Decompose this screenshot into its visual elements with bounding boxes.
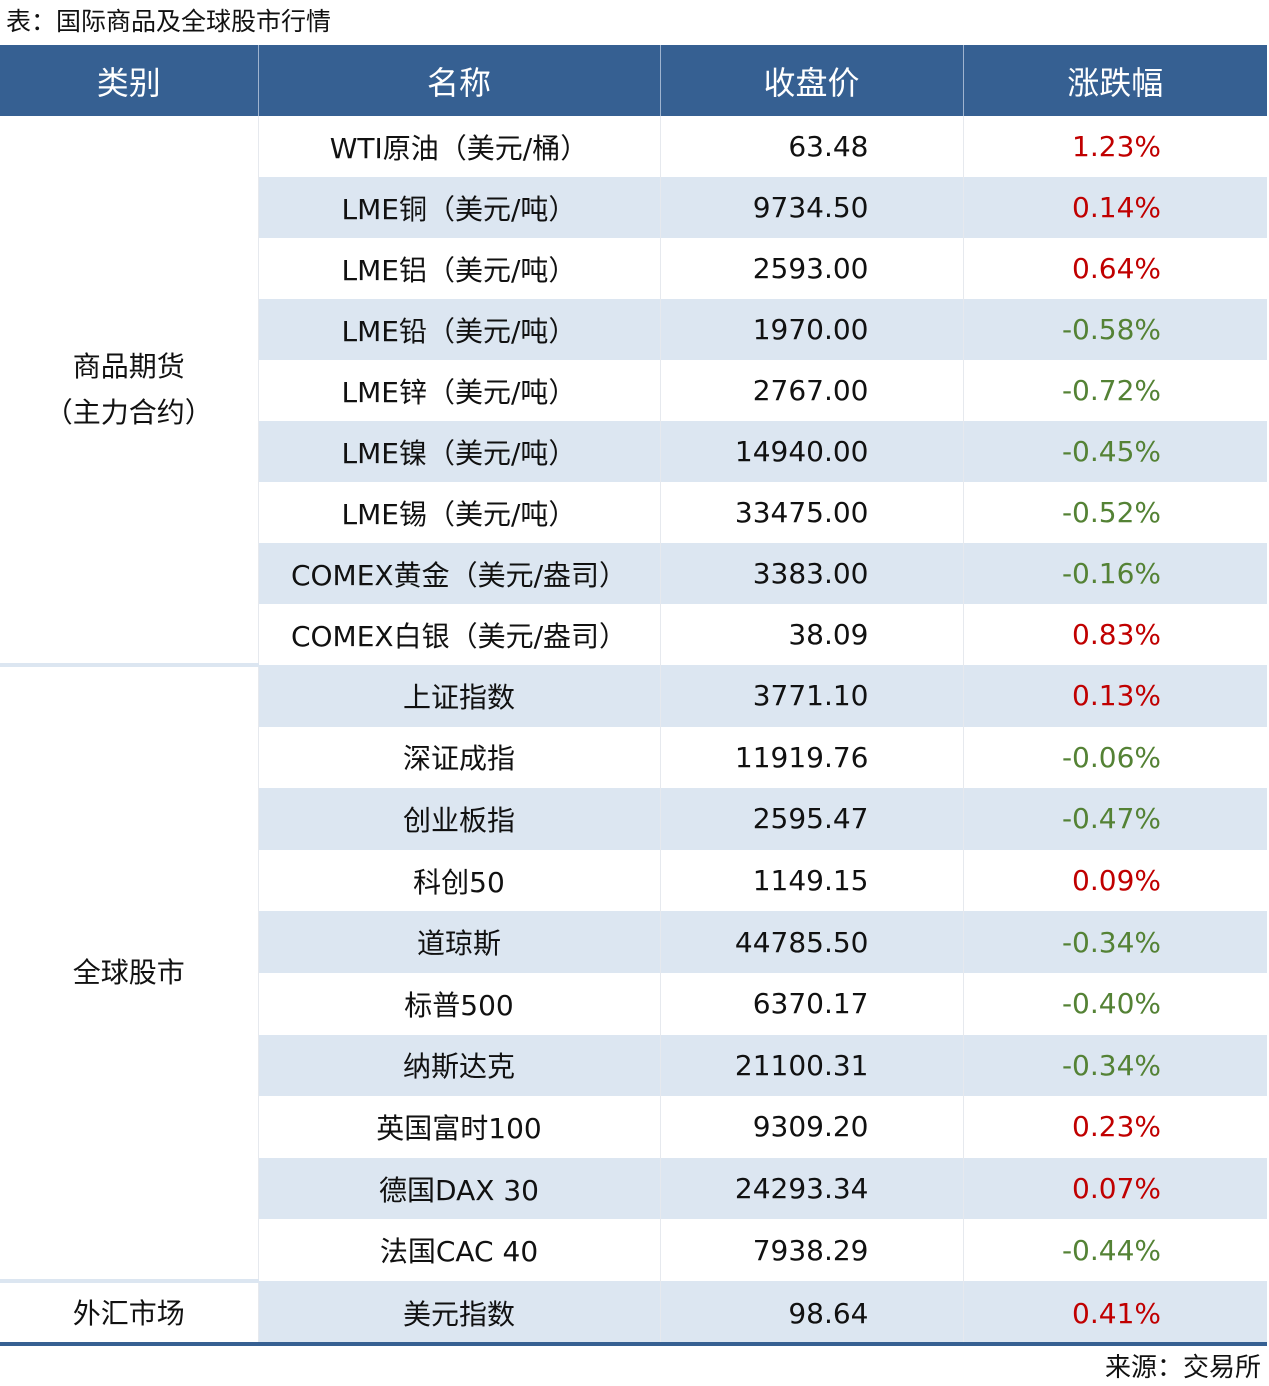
header-row: 类别 名称 收盘价 涨跌幅 — [0, 45, 1267, 116]
name-cell: 美元指数 — [258, 1280, 661, 1346]
close-price-cell: 33475.00 — [660, 482, 964, 543]
category-label: 外汇市场 — [72, 1297, 185, 1331]
name-cell: 标普500 — [258, 972, 661, 1035]
table-row: COMEX黄金（美元/盎司） 3383.00 -0.16% — [0, 543, 1267, 604]
source-note: 来源：交易所 — [1104, 1353, 1261, 1383]
table-row: 外汇市场 美元指数 98.64 0.41% — [0, 1278, 1267, 1346]
bottom-rule — [0, 1342, 1267, 1346]
change-cell: -0.06% — [1061, 740, 1161, 774]
name-cell: 科创50 — [258, 849, 661, 912]
table-row: LME镍（美元/吨） 14940.00 -0.45% — [0, 421, 1267, 482]
change-cell: -0.52% — [1061, 496, 1161, 529]
change-cell: -0.40% — [1061, 987, 1161, 1021]
header-category: 类别 — [0, 45, 259, 116]
change-cell: 0.13% — [963, 665, 1267, 727]
close-price-cell: 3383.00 — [660, 543, 964, 604]
change-cell: -0.58% — [963, 299, 1267, 360]
change-cell: 1.23% — [1072, 130, 1161, 163]
name-cell: LME锌（美元/吨） — [258, 360, 661, 421]
change-cell: -0.72% — [1061, 374, 1161, 407]
change-cell: -0.47% — [963, 788, 1267, 850]
name-cell: 道琼斯 — [258, 911, 661, 973]
name-cell: LME铝（美元/吨） — [258, 238, 661, 299]
header-change: 涨跌幅 — [963, 45, 1267, 116]
close-price-cell: 9309.20 — [660, 1096, 964, 1158]
name-cell: 纳斯达克 — [258, 1034, 661, 1097]
header-name: 名称 — [258, 45, 661, 116]
name-cell: LME锡（美元/吨） — [258, 482, 661, 543]
close-price-cell: 14940.00 — [660, 421, 964, 482]
change-cell: -0.45% — [963, 421, 1267, 482]
close-price-cell: 63.48 — [660, 116, 964, 177]
name-cell: 英国富时100 — [258, 1096, 661, 1158]
table-title: 表：国际商品及全球股市行情 — [6, 7, 332, 36]
category-label: 商品期货 — [72, 349, 185, 383]
name-cell: 创业板指 — [258, 788, 661, 850]
category-cell: 全球股市 — [0, 663, 259, 1281]
table-row: 科创50 1149.15 0.09% — [0, 849, 1267, 912]
close-price-cell: 9734.50 — [660, 177, 964, 238]
close-price-cell: 6370.17 — [660, 972, 964, 1035]
table-row: LME锡（美元/吨） 33475.00 -0.52% — [0, 482, 1267, 543]
category-label: （主力合约） — [44, 395, 213, 429]
close-price-cell: 2595.47 — [660, 788, 964, 850]
change-cell: -0.34% — [963, 911, 1267, 973]
header-close-price: 收盘价 — [660, 45, 964, 116]
name-cell: 德国DAX 30 — [258, 1157, 661, 1220]
table-row: COMEX白银（美元/盎司） 38.09 0.83% — [0, 604, 1267, 665]
table-row: 纳斯达克 21100.31 -0.34% — [0, 1034, 1267, 1097]
close-price-cell: 11919.76 — [660, 726, 964, 789]
table-row: 道琼斯 44785.50 -0.34% — [0, 911, 1267, 973]
close-price-cell: 2593.00 — [660, 238, 964, 299]
table-row: LME铅（美元/吨） 1970.00 -0.58% — [0, 299, 1267, 360]
close-price-cell: 7938.29 — [660, 1219, 964, 1281]
change-cell: 0.64% — [1072, 252, 1161, 285]
table-row: 商品期货 （主力合约） WTI原油（美元/桶） 63.48 1.23% — [0, 116, 1267, 665]
name-cell: WTI原油（美元/桶） — [258, 116, 661, 177]
category-cell: 外汇市场 — [0, 1278, 259, 1346]
close-price-cell: 24293.34 — [660, 1157, 964, 1220]
name-cell: 深证成指 — [258, 726, 661, 789]
change-cell: 0.83% — [1072, 618, 1161, 651]
table-row: LME锌（美元/吨） 2767.00 -0.72% — [0, 360, 1267, 421]
close-price-cell: 1970.00 — [660, 299, 964, 360]
table-row: 德国DAX 30 24293.34 0.07% — [0, 1157, 1267, 1220]
change-cell: 0.07% — [963, 1157, 1267, 1220]
change-cell: -0.34% — [963, 1034, 1267, 1097]
table-row: 法国CAC 40 7938.29 -0.44% — [0, 1219, 1267, 1281]
table-row: LME铜（美元/吨） 9734.50 0.14% — [0, 177, 1267, 238]
close-price-cell: 21100.31 — [660, 1034, 964, 1097]
table-row: 标普500 6370.17 -0.40% — [0, 972, 1267, 1035]
change-cell: 0.41% — [963, 1280, 1267, 1346]
name-cell: COMEX白银（美元/盎司） — [258, 604, 661, 665]
close-price-cell: 1149.15 — [660, 849, 964, 912]
table-row: 深证成指 11919.76 -0.06% — [0, 726, 1267, 789]
close-price-cell: 38.09 — [660, 604, 964, 665]
category-label: 全球股市 — [72, 955, 185, 989]
change-cell: -0.44% — [1061, 1233, 1161, 1267]
category-cell: 商品期货 （主力合约） — [0, 116, 259, 665]
close-price-cell: 3771.10 — [660, 665, 964, 727]
name-cell: LME铜（美元/吨） — [258, 177, 661, 238]
market-table: 类别 名称 收盘价 涨跌幅 商品期货 （主力合约） WTI原油（美元/桶） 63.48… — [0, 45, 1267, 1346]
name-cell: 上证指数 — [258, 665, 661, 727]
close-price-cell: 44785.50 — [660, 911, 964, 973]
name-cell: LME铅（美元/吨） — [258, 299, 661, 360]
change-cell: 0.23% — [1072, 1110, 1161, 1144]
change-cell: 0.14% — [963, 177, 1267, 238]
close-price-cell: 98.64 — [660, 1280, 964, 1346]
change-cell: 0.09% — [1072, 864, 1161, 898]
name-cell: 法国CAC 40 — [258, 1219, 661, 1281]
table-row: 英国富时100 9309.20 0.23% — [0, 1096, 1267, 1158]
close-price-cell: 2767.00 — [660, 360, 964, 421]
table-row: LME铝（美元/吨） 2593.00 0.64% — [0, 238, 1267, 299]
name-cell: COMEX黄金（美元/盎司） — [258, 543, 661, 604]
name-cell: LME镍（美元/吨） — [258, 421, 661, 482]
table-row: 创业板指 2595.47 -0.47% — [0, 788, 1267, 850]
table-row: 全球股市 上证指数 3771.10 0.13% — [0, 663, 1267, 1281]
change-cell: -0.16% — [963, 543, 1267, 604]
